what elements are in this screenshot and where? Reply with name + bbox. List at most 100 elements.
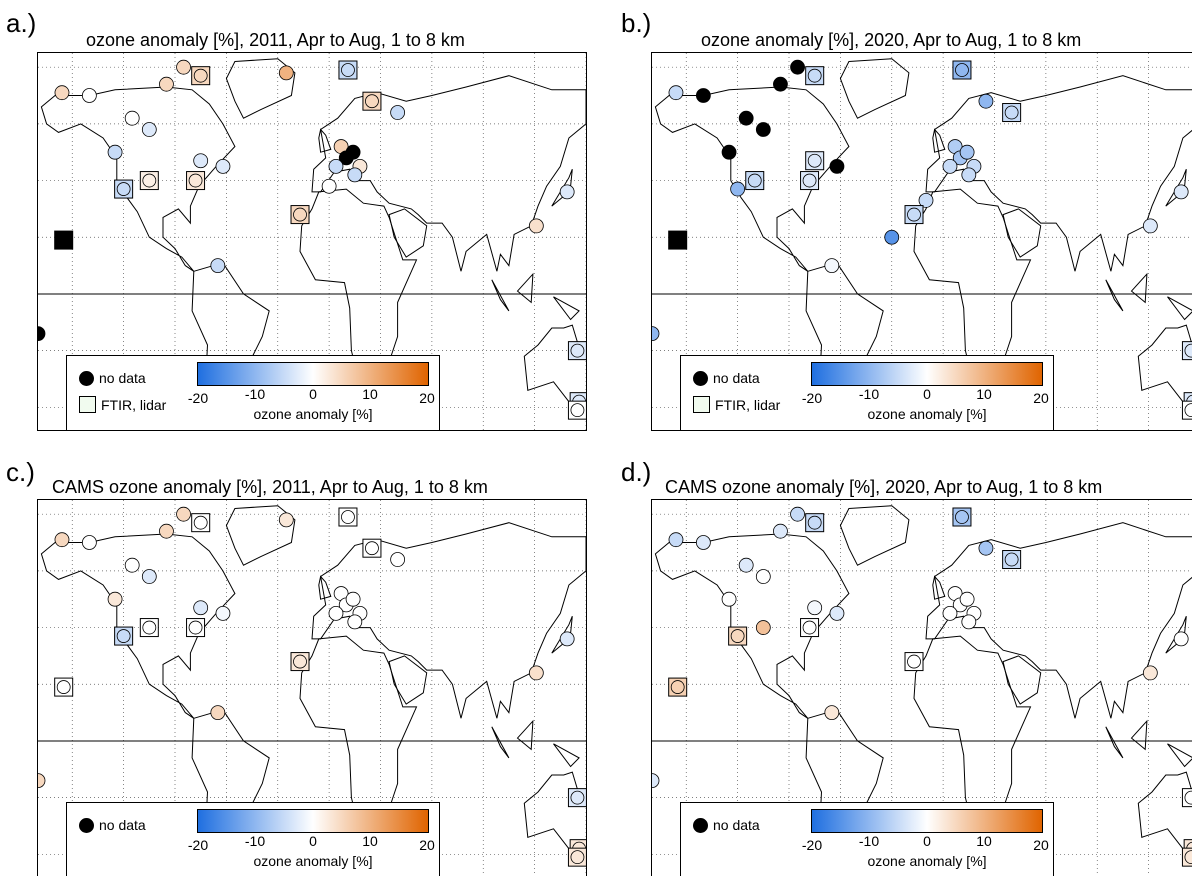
station-marker (348, 615, 362, 629)
coastline (518, 274, 533, 302)
station-marker (189, 174, 202, 187)
station-marker (943, 159, 957, 173)
station-marker (117, 630, 130, 643)
panel-title: CAMS ozone anomaly [%], 2011, Apr to Aug… (52, 478, 488, 496)
station-marker (57, 234, 70, 247)
no-data-marker (773, 77, 787, 91)
station-marker (194, 601, 208, 615)
coastline (389, 209, 427, 257)
station-marker (194, 154, 208, 168)
station-marker (722, 592, 736, 606)
colorbar (197, 809, 429, 833)
station-marker (142, 570, 156, 584)
station-marker (55, 533, 69, 547)
coastline (1003, 209, 1041, 257)
panel-label: a.) (6, 10, 36, 36)
map-frame: no data FTIR, lidar -20 -10 0 10 20 ozon… (651, 52, 1192, 431)
station-marker (1005, 553, 1018, 566)
station-marker (773, 524, 787, 538)
station-marker (82, 536, 96, 550)
coastline (1168, 297, 1192, 320)
no-data-marker (830, 159, 844, 173)
station-marker (756, 621, 770, 635)
coastline (554, 744, 580, 767)
station-marker (748, 174, 761, 187)
coastline (524, 772, 586, 849)
station-marker (955, 64, 968, 77)
station-marker (1143, 219, 1157, 233)
panel-label: b.) (621, 10, 651, 36)
station-marker (808, 601, 822, 615)
station-marker (194, 516, 207, 529)
coastline (492, 727, 509, 758)
legend-no-data: no data (79, 817, 146, 833)
colorbar (811, 362, 1043, 386)
station-marker (142, 123, 156, 137)
station-marker (82, 89, 96, 103)
station-marker (391, 553, 405, 567)
coastline (1168, 744, 1192, 767)
station-marker (108, 592, 122, 606)
station-marker (979, 541, 993, 555)
station-marker (825, 706, 839, 720)
no-data-marker (791, 60, 805, 74)
station-marker (960, 145, 974, 159)
station-marker (671, 234, 684, 247)
station-marker (294, 655, 307, 668)
station-marker (908, 208, 921, 221)
station-marker (960, 592, 974, 606)
colorbar-tick: 0 (923, 833, 931, 849)
station-marker (194, 69, 207, 82)
station-marker (571, 344, 584, 357)
coastline (840, 506, 909, 566)
panel-title: CAMS ozone anomaly [%], 2020, Apr to Aug… (665, 478, 1102, 496)
station-marker (117, 183, 130, 196)
colorbar-tick: -20 (802, 390, 822, 406)
station-marker (803, 174, 816, 187)
legend-ftir: FTIR, lidar (693, 396, 780, 413)
colorbar-tick: -10 (245, 386, 265, 402)
colorbar-tick: 20 (1033, 390, 1049, 406)
colorbar-tick: 10 (976, 833, 992, 849)
map-frame: no data -20 -10 0 10 20 ozone anomaly [%… (651, 499, 1192, 876)
panel-label: d.) (621, 459, 651, 485)
coastline (1132, 274, 1147, 302)
coastline (1132, 721, 1147, 749)
station-marker (1174, 632, 1188, 646)
coastline (933, 130, 945, 153)
legend-ftir: FTIR, lidar (79, 396, 166, 413)
station-marker (365, 95, 378, 108)
colorbar (197, 362, 429, 386)
station-marker (1005, 106, 1018, 119)
colorbar-title: ozone anomaly [%] (867, 406, 986, 422)
station-marker (696, 536, 710, 550)
no-data-marker (722, 145, 736, 159)
station-marker (216, 159, 230, 173)
station-marker (322, 179, 336, 193)
station-marker (55, 86, 69, 100)
colorbar-tick: 20 (1033, 837, 1049, 853)
coastline (933, 577, 945, 600)
colorbar (811, 809, 1043, 833)
station-marker (177, 60, 191, 74)
station-marker (803, 621, 816, 634)
map-legend: no data -20 -10 0 10 20 ozone anomaly [%… (66, 802, 440, 876)
colorbar-title: ozone anomaly [%] (253, 853, 372, 869)
station-marker (808, 516, 821, 529)
station-marker (211, 259, 225, 273)
legend-no-data: no data (79, 370, 146, 386)
station-marker (143, 174, 156, 187)
station-marker (216, 606, 230, 620)
panel-label: c.) (6, 459, 35, 485)
station-marker (177, 507, 191, 521)
station-marker (108, 145, 122, 159)
station-marker (38, 774, 45, 788)
station-marker (955, 511, 968, 524)
station-marker (391, 106, 405, 120)
station-marker (365, 542, 378, 555)
station-marker (125, 558, 139, 572)
coastline (524, 325, 586, 402)
ftir-swatch (693, 396, 710, 413)
no-data-marker (756, 123, 770, 137)
station-marker (943, 606, 957, 620)
